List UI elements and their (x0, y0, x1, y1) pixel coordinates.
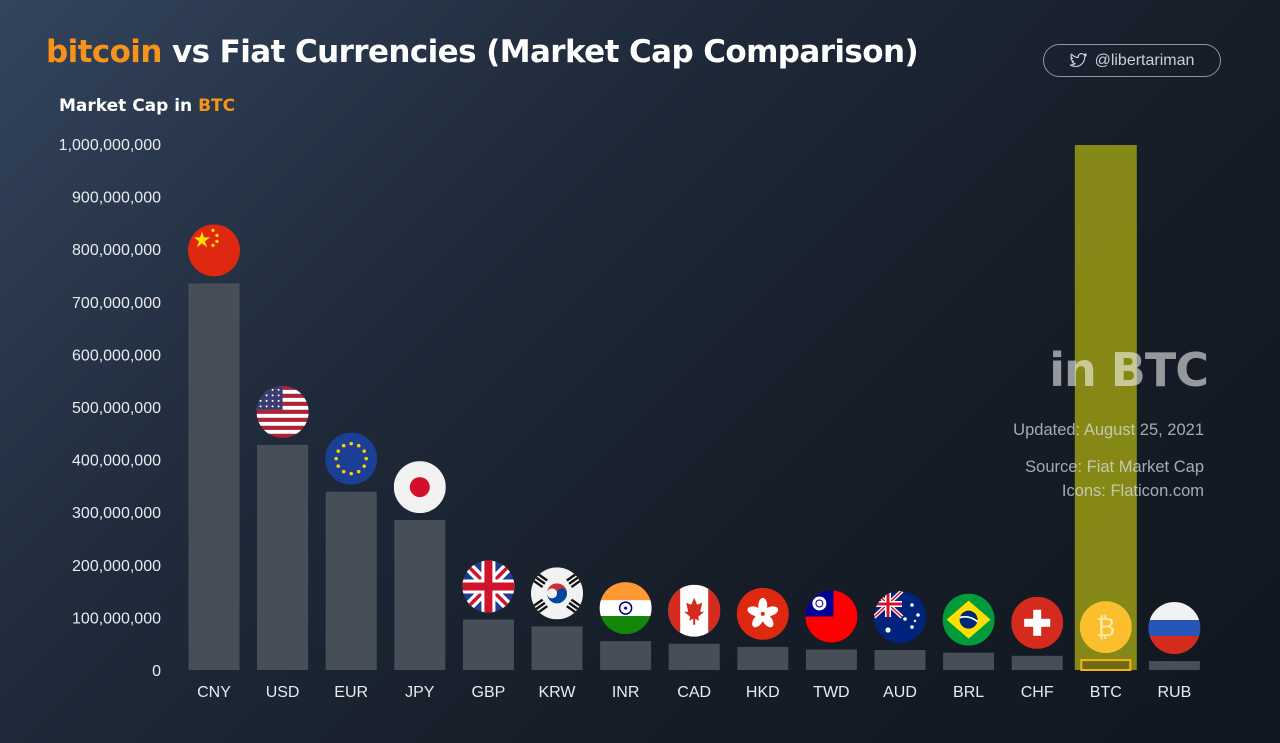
x-tick-label: TWD (813, 684, 849, 701)
bar-cad (668, 643, 720, 670)
y-tick-label: 1,000,000,000 (59, 137, 161, 154)
y-tick-label: 300,000,000 (72, 505, 161, 522)
title-rest: vs Fiat Currencies (Market Cap Compariso… (161, 34, 919, 70)
y-axis-title-prefix: Market Cap in (59, 96, 199, 116)
russia-flag-icon (1148, 602, 1201, 655)
x-tick-label: GBP (472, 684, 506, 701)
x-tick-label: BRL (953, 684, 984, 701)
x-tick-label: EUR (334, 684, 368, 701)
bar-gbp (462, 619, 514, 670)
updated-note: Updated: August 25, 2021 (1013, 419, 1204, 443)
y-tick-label: 400,000,000 (72, 453, 161, 470)
icons-credit-text: Icons: Flaticon.com (1061, 481, 1204, 500)
x-tick-label: BTC (1090, 684, 1122, 701)
source-text: Source: Fiat Market Cap (1025, 458, 1204, 476)
eu-flag-icon (325, 432, 378, 485)
bar-usd (257, 444, 309, 670)
canada-flag-icon (668, 584, 721, 637)
x-tick-label: CHF (1021, 684, 1054, 701)
x-tick-label: AUD (883, 684, 917, 701)
bar-rub (1148, 661, 1200, 670)
y-axis-title-accent: BTC (198, 96, 236, 116)
title-accent: bitcoin (46, 34, 162, 70)
x-tick-label: KRW (538, 684, 576, 701)
uk-flag-icon (462, 560, 515, 613)
y-tick-label: 900,000,000 (72, 190, 161, 207)
brazil-flag-icon (942, 593, 995, 646)
switzerland-flag-icon (1011, 596, 1064, 649)
x-tick-label: CAD (677, 684, 711, 701)
y-tick-label: 100,000,000 (72, 610, 161, 627)
x-tick-label: RUB (1158, 684, 1192, 701)
x-tick-label: USD (266, 684, 300, 701)
y-tick-label: 600,000,000 (72, 347, 161, 364)
x-tick-label: INR (612, 684, 640, 701)
btc-highlight-band (1074, 145, 1137, 670)
x-tick-label: JPY (405, 684, 435, 701)
south-korea-flag-icon (531, 567, 583, 620)
y-tick-label: 0 (152, 663, 161, 680)
side-headline: in BTC (1049, 343, 1209, 397)
y-axis-title: Market Cap in BTC (59, 96, 235, 116)
australia-flag-icon (874, 591, 926, 644)
bar-hkd (737, 646, 789, 670)
bar-krw (531, 626, 583, 670)
hong-kong-flag-icon (736, 587, 789, 640)
y-tick-label: 200,000,000 (72, 558, 161, 575)
twitter-bird-icon (1069, 53, 1087, 68)
y-tick-label: 700,000,000 (72, 295, 161, 312)
bar-twd (805, 649, 857, 670)
y-tick-label: 800,000,000 (72, 242, 161, 259)
bar-jpy (394, 520, 446, 670)
x-tick-label: CNY (197, 684, 231, 701)
source-note: Source: Fiat Market Cap Icons: Flaticon.… (1025, 456, 1204, 504)
y-tick-label: 500,000,000 (72, 400, 161, 417)
bar-btc (1080, 659, 1132, 672)
svg-text:₿: ₿ (1096, 613, 1115, 643)
usa-flag-icon (256, 385, 309, 438)
bitcoin-icon: ₿ (1079, 601, 1132, 654)
x-tick-label: HKD (746, 684, 780, 701)
japan-flag-icon (393, 461, 446, 514)
bar-chf (1011, 655, 1063, 670)
taiwan-flag-icon (805, 590, 858, 643)
bar-eur (325, 491, 377, 670)
china-flag-icon (188, 224, 240, 277)
bar-brl (943, 652, 995, 670)
twitter-handle-badge[interactable]: @libertariman (1043, 44, 1221, 77)
updated-text: Updated: August 25, 2021 (1013, 421, 1204, 439)
chart-title: bitcoin vs Fiat Currencies (Market Cap C… (46, 34, 919, 70)
india-flag-icon (599, 582, 652, 635)
bar-cny (188, 283, 240, 670)
twitter-handle-text: @libertariman (1094, 51, 1195, 69)
bar-aud (874, 650, 926, 670)
bar-inr (600, 641, 652, 670)
